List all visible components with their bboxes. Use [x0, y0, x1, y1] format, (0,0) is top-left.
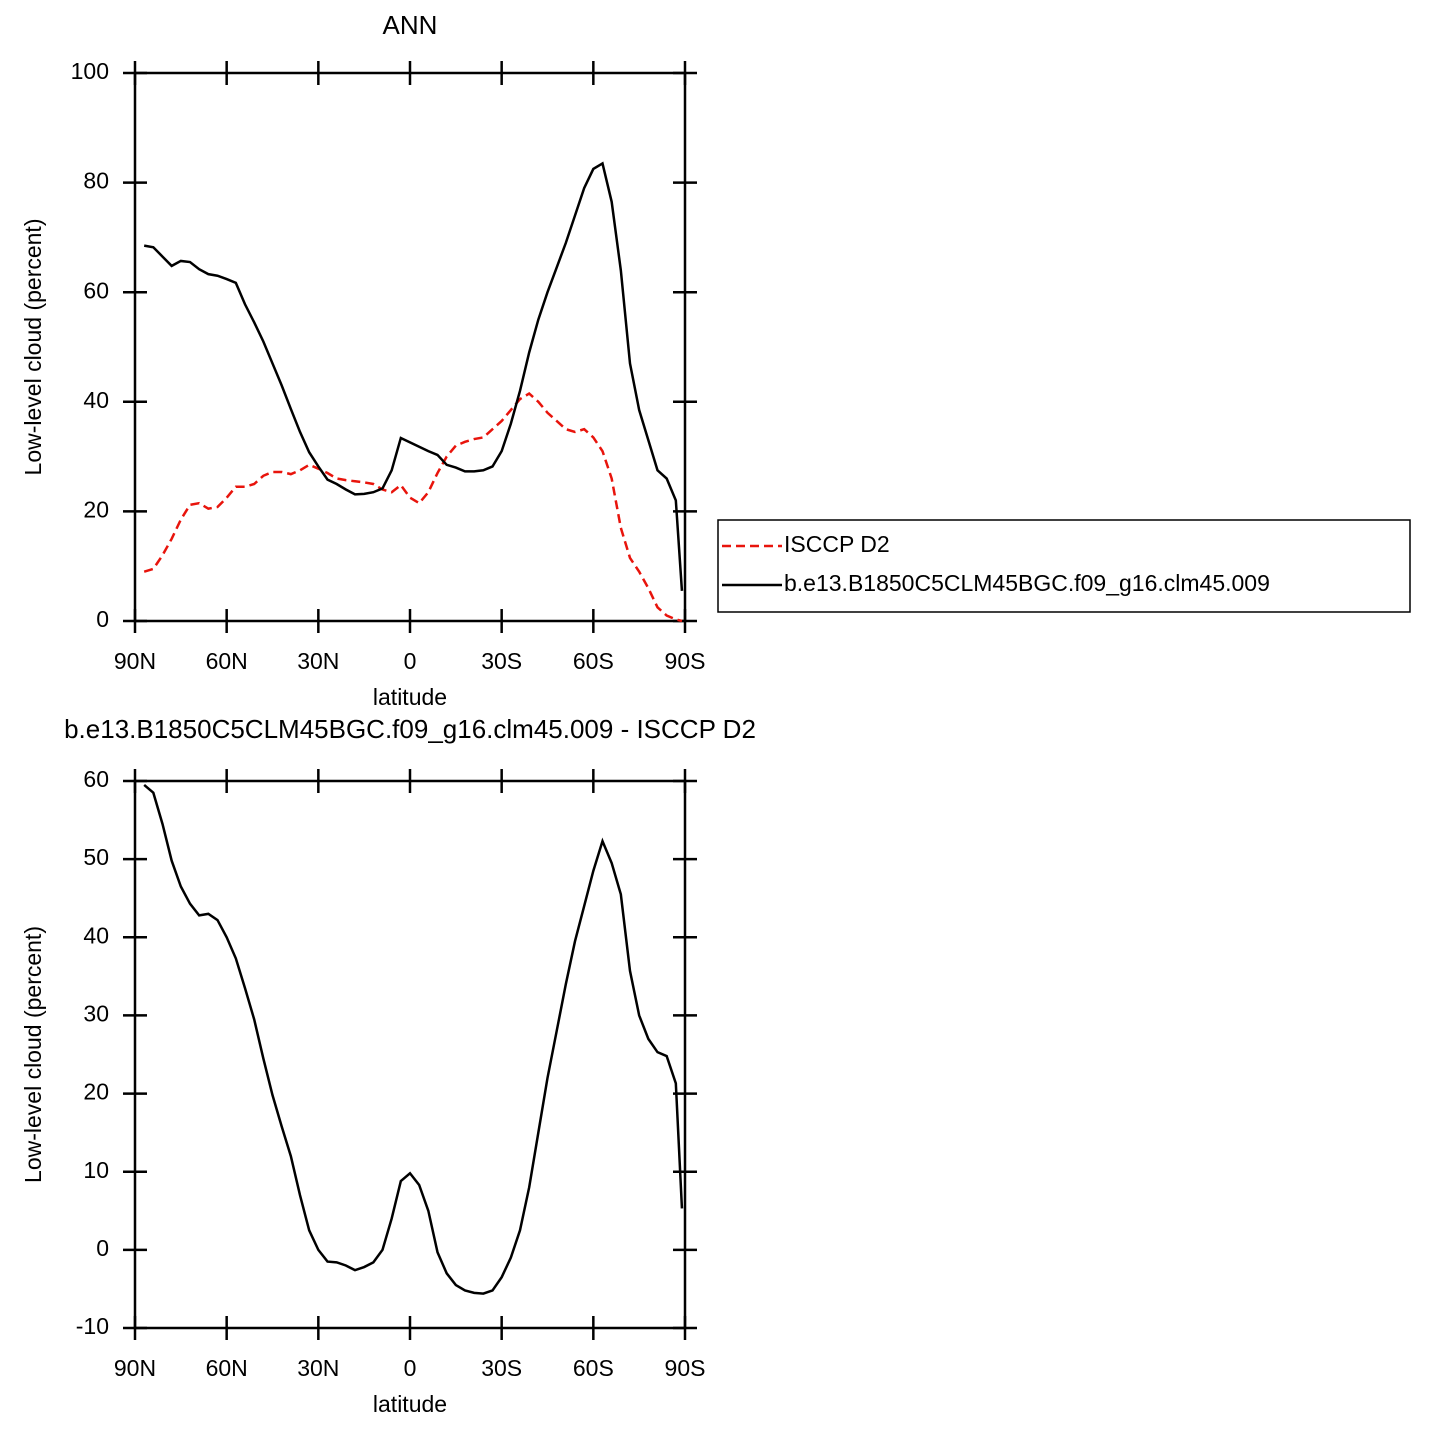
- x-tick-label: 90S: [665, 1355, 706, 1381]
- x-tick-label: 0: [404, 648, 417, 674]
- y-tick-label: 40: [83, 922, 109, 948]
- x-axis-label: latitude: [373, 684, 447, 710]
- y-axis-label: Low-level cloud (percent): [20, 926, 46, 1183]
- y-tick-label: 40: [83, 387, 109, 413]
- x-tick-label: 60N: [206, 1355, 248, 1381]
- y-tick-label: 80: [83, 168, 109, 194]
- x-tick-label: 30S: [481, 1355, 522, 1381]
- y-tick-label: 100: [71, 58, 109, 84]
- x-axis-label: latitude: [373, 1391, 447, 1417]
- x-tick-label: 30N: [297, 1355, 339, 1381]
- y-axis-label: Low-level cloud (percent): [20, 219, 46, 476]
- y-tick-label: 0: [96, 1235, 109, 1261]
- x-tick-label: 90S: [665, 648, 706, 674]
- y-tick-label: 0: [96, 606, 109, 632]
- chart-title: b.e13.B1850C5CLM45BGC.f09_g16.clm45.009 …: [64, 714, 756, 744]
- chart-title: ANN: [383, 10, 438, 40]
- x-tick-label: 0: [404, 1355, 417, 1381]
- y-tick-label: 60: [83, 766, 109, 792]
- plot-frame: [133, 779, 687, 1330]
- y-tick-label: 50: [83, 844, 109, 870]
- x-tick-label: 60S: [573, 648, 614, 674]
- data-line: [143, 392, 683, 623]
- legend-label: ISCCP D2: [784, 531, 890, 557]
- x-tick-label: 60N: [206, 648, 248, 674]
- data-line: [143, 161, 684, 591]
- y-tick-label: 20: [83, 1079, 109, 1105]
- y-tick-label: 20: [83, 496, 109, 522]
- y-tick-label: 60: [83, 277, 109, 303]
- data-line: [143, 783, 684, 1295]
- y-tick-label: 30: [83, 1001, 109, 1027]
- y-tick-label: -10: [76, 1313, 109, 1339]
- x-tick-label: 60S: [573, 1355, 614, 1381]
- y-tick-label: 10: [83, 1157, 109, 1183]
- x-tick-label: 90N: [114, 1355, 156, 1381]
- plot-frame: [133, 71, 687, 623]
- legend-label: b.e13.B1850C5CLM45BGC.f09_g16.clm45.009: [784, 570, 1270, 596]
- x-tick-label: 30N: [297, 648, 339, 674]
- legend-box: [717, 519, 1411, 613]
- x-tick-label: 30S: [481, 648, 522, 674]
- x-tick-label: 90N: [114, 648, 156, 674]
